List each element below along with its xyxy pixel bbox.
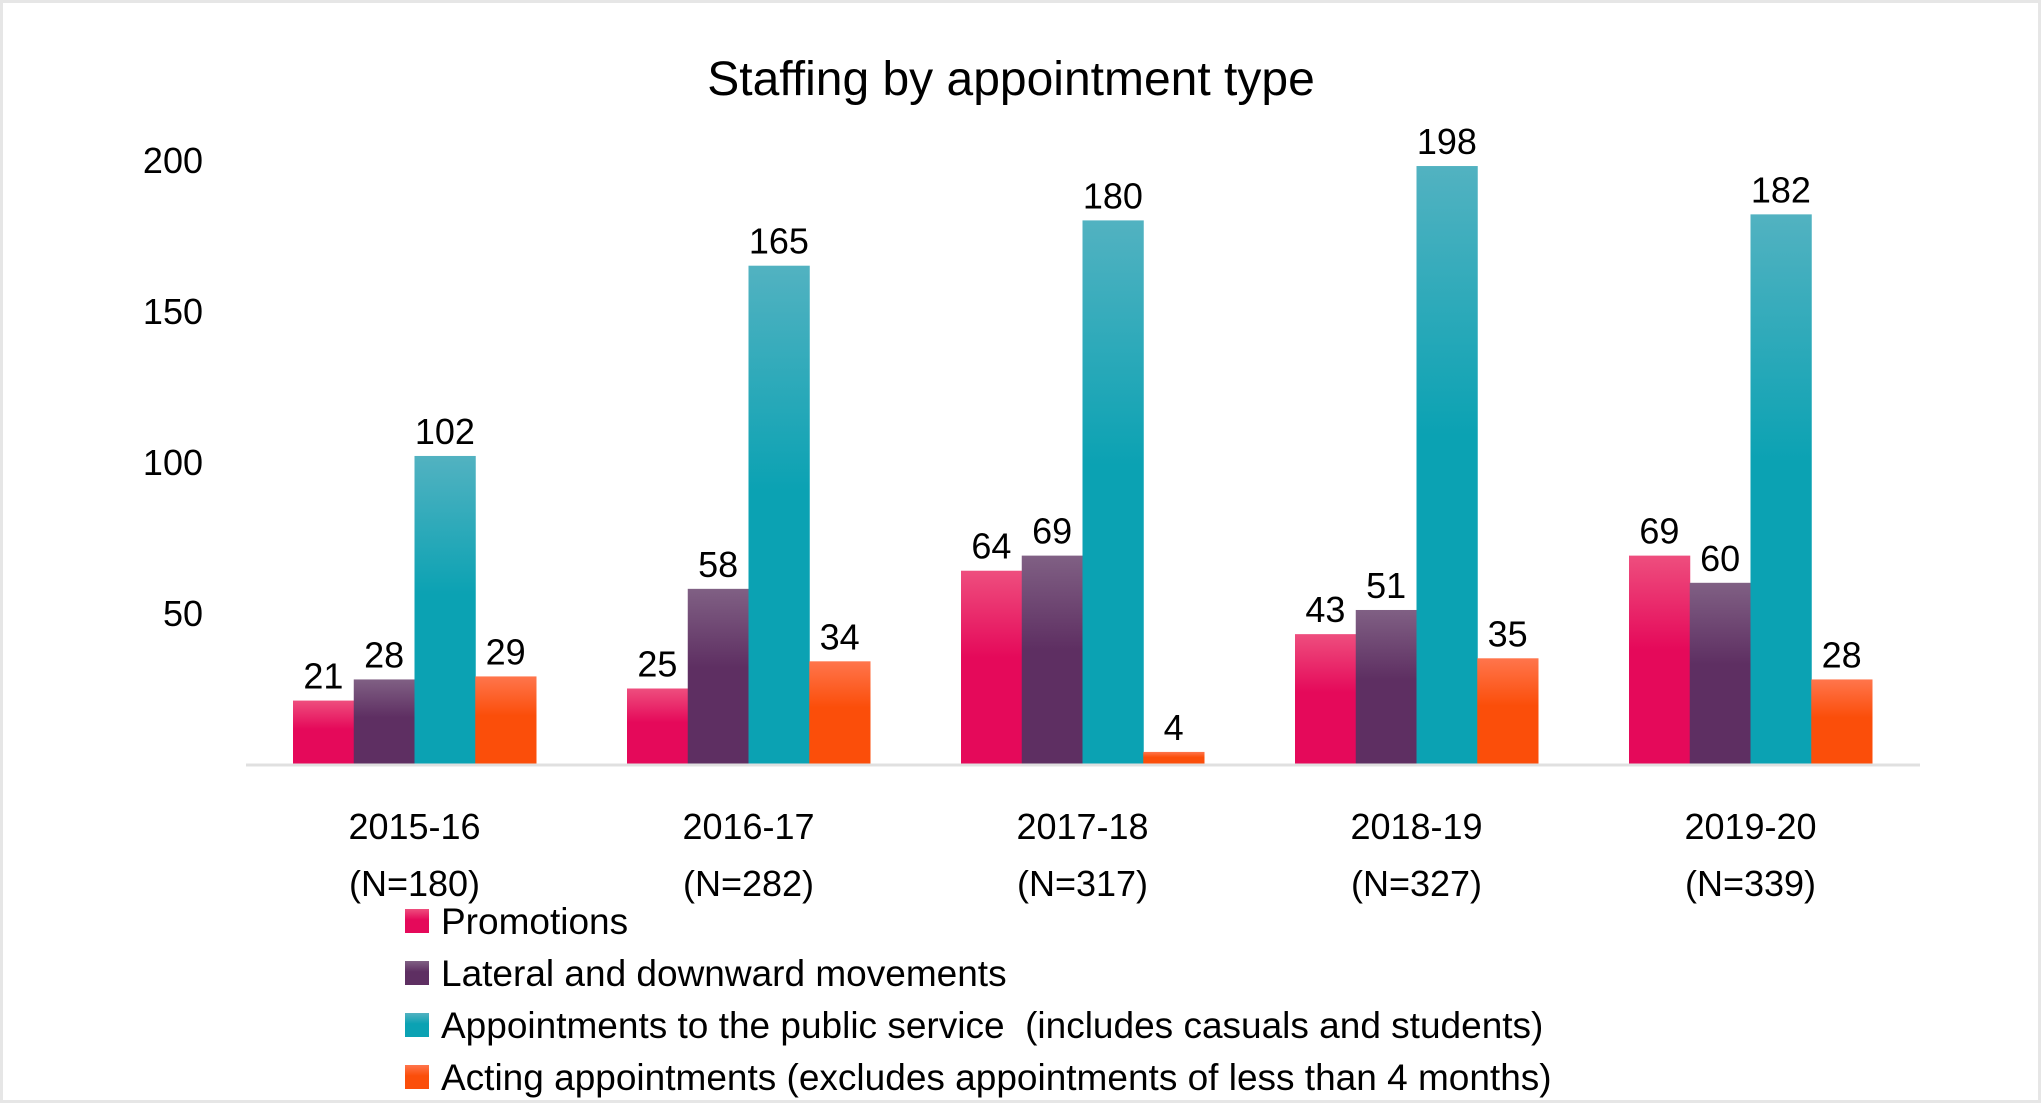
bar — [627, 688, 689, 764]
bar — [1416, 166, 1478, 765]
bar — [1629, 555, 1691, 764]
bar — [1689, 582, 1751, 764]
bar — [353, 679, 415, 764]
y-tick-label: 150 — [143, 291, 203, 332]
legend-swatch — [405, 1013, 429, 1037]
bar — [961, 570, 1023, 764]
data-label: 28 — [1822, 634, 1862, 675]
bar — [293, 700, 355, 764]
data-label: 180 — [1083, 175, 1143, 216]
data-label: 198 — [1417, 121, 1477, 162]
x-axis: 2015-16 (N=180) 2016-17 (N=282) 2017-18 (N=31… — [348, 806, 1816, 904]
data-label: 60 — [1700, 538, 1740, 579]
data-label: 28 — [364, 634, 404, 675]
x-tick-label: (N=327) — [1351, 863, 1482, 904]
legend-swatch — [405, 961, 429, 985]
data-label: 165 — [749, 221, 809, 262]
y-axis: 50 100 150 200 — [143, 140, 203, 634]
data-label: 102 — [415, 411, 475, 452]
legend-label: Promotions — [441, 901, 628, 942]
data-label: 43 — [1305, 589, 1345, 630]
x-tick-label: 2016-17 — [682, 806, 814, 847]
bar — [687, 588, 749, 764]
data-label: 69 — [1032, 511, 1072, 552]
x-tick-label: 2015-16 — [348, 806, 480, 847]
bar — [1811, 679, 1873, 764]
x-tick-label: 2017-18 — [1016, 806, 1148, 847]
bar — [809, 661, 871, 764]
bars: 21 28 102 29 25 58 165 34 64 69 180 4 43 51 198 35 69 60 1… — [293, 121, 1873, 765]
x-tick-label: 2019-20 — [1684, 806, 1816, 847]
legend-swatch — [405, 1065, 429, 1089]
x-tick-label: (N=180) — [349, 863, 480, 904]
bar — [1082, 220, 1144, 764]
chart-title: Staffing by appointment type — [707, 53, 1315, 106]
x-tick-label: (N=282) — [683, 863, 814, 904]
x-tick-label: (N=317) — [1017, 863, 1148, 904]
legend-swatch — [405, 909, 429, 933]
legend-label: Lateral and downward movements — [441, 953, 1007, 994]
bar — [748, 265, 810, 764]
data-label: 34 — [820, 616, 860, 657]
bar — [1750, 214, 1812, 765]
data-label: 58 — [698, 544, 738, 585]
bar — [1477, 658, 1539, 764]
data-label: 51 — [1366, 565, 1406, 606]
y-tick-label: 200 — [143, 140, 203, 181]
data-label: 64 — [971, 526, 1011, 567]
data-label: 69 — [1639, 511, 1679, 552]
data-label: 182 — [1751, 169, 1811, 210]
legend-label: Appointments to the public service (incl… — [441, 1005, 1543, 1046]
y-tick-label: 100 — [143, 442, 203, 483]
x-tick-label: (N=339) — [1685, 863, 1816, 904]
bar — [1355, 609, 1417, 764]
bar-chart: Staffing by appointment type 50 100 150 200… — [143, 53, 1920, 1098]
bar — [1021, 555, 1083, 764]
bar — [475, 676, 537, 764]
legend: Promotions Lateral and downward movements… — [405, 901, 1552, 1098]
data-label: 35 — [1488, 613, 1528, 654]
data-label: 21 — [303, 656, 343, 697]
data-label: 25 — [637, 644, 677, 685]
bar — [1295, 634, 1357, 764]
data-label: 29 — [486, 631, 526, 672]
y-tick-label: 50 — [163, 593, 203, 634]
bar — [1143, 751, 1205, 764]
x-tick-label: 2018-19 — [1350, 806, 1482, 847]
data-label: 4 — [1164, 707, 1184, 748]
legend-label: Acting appointments (excludes appointmen… — [441, 1057, 1552, 1098]
bar — [414, 455, 476, 764]
